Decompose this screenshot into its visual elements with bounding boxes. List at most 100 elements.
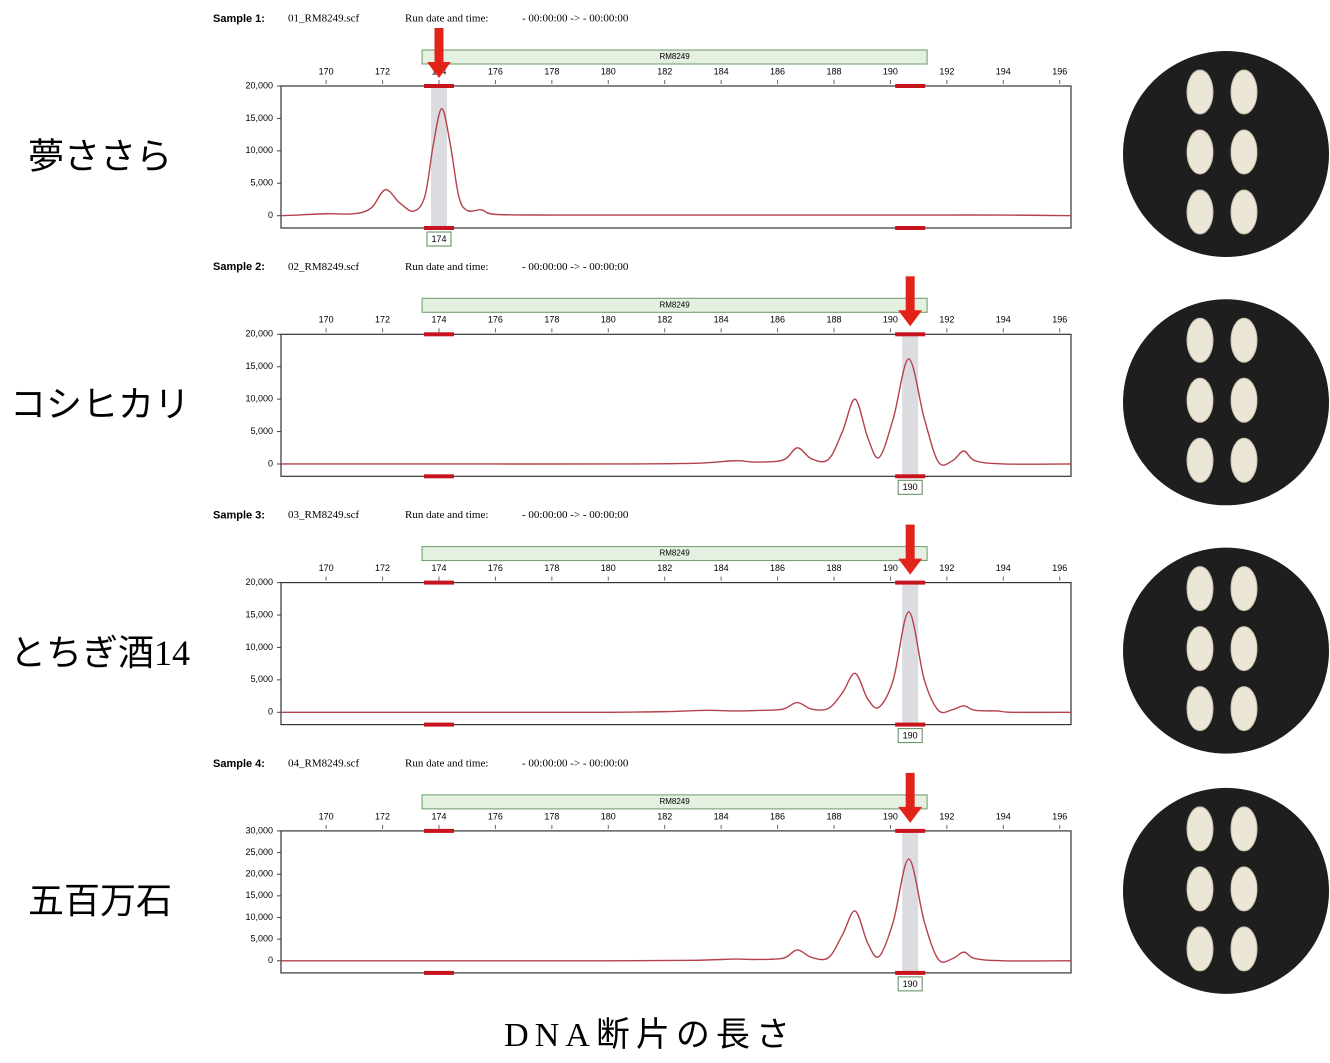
bin-bottom	[895, 226, 925, 230]
bin-bottom	[424, 723, 454, 727]
bin-top	[424, 581, 454, 585]
x-tick-label: 186	[770, 563, 785, 573]
x-tick-label: 172	[375, 563, 390, 573]
arrow-shaft	[906, 276, 915, 312]
run-label: Run date and time:	[405, 757, 488, 769]
rice-grain	[1187, 318, 1213, 362]
y-tick-label: 0	[268, 707, 273, 717]
x-tick-label: 178	[544, 315, 559, 325]
x-tick-label: 194	[996, 315, 1011, 325]
y-tick-label: 5,000	[250, 426, 273, 436]
x-tick-label: 184	[714, 66, 729, 76]
bin-bottom	[895, 723, 925, 727]
rice-grain	[1231, 567, 1257, 611]
rice-grain	[1231, 378, 1257, 422]
y-tick-label: 5,000	[250, 674, 273, 684]
x-tick-label: 188	[826, 66, 841, 76]
x-tick-label: 170	[319, 811, 334, 821]
trace	[281, 612, 1071, 713]
plot-frame	[281, 86, 1071, 228]
x-tick-label: 174	[431, 811, 446, 821]
y-tick-label: 10,000	[245, 145, 273, 155]
rice-grain	[1231, 687, 1257, 731]
peak-label: 190	[903, 730, 918, 740]
y-tick-label: 15,000	[245, 890, 273, 900]
peak-band	[902, 334, 918, 476]
x-tick-label: 178	[544, 66, 559, 76]
rice-grain	[1231, 927, 1257, 971]
marker-label: RM8249	[659, 549, 690, 558]
y-tick-label: 5,000	[250, 178, 273, 188]
bin-top	[895, 332, 925, 336]
rice-grain	[1187, 627, 1213, 671]
bin-top	[895, 581, 925, 585]
y-tick-label: 20,000	[245, 329, 273, 339]
rice-grain	[1187, 807, 1213, 851]
x-tick-label: 186	[770, 66, 785, 76]
rice-grain	[1187, 438, 1213, 482]
trace	[281, 359, 1071, 465]
x-tick-label: 176	[488, 811, 503, 821]
x-tick-label: 178	[544, 563, 559, 573]
x-axis-title: DNA断片の長さ	[504, 1016, 796, 1054]
y-tick-label: 10,000	[245, 912, 273, 922]
arrow-head	[898, 559, 922, 575]
rice-grain	[1187, 130, 1213, 174]
bin-top	[895, 829, 925, 833]
x-tick-label: 172	[375, 66, 390, 76]
variety-name: コシヒカリ	[10, 385, 190, 425]
x-tick-label: 196	[1052, 315, 1067, 325]
variety-name: 五百万石	[28, 881, 172, 921]
rice-grain	[1231, 807, 1257, 851]
bin-bottom	[424, 971, 454, 975]
plot-frame	[281, 583, 1071, 725]
x-tick-label: 182	[657, 811, 672, 821]
rice-grain	[1231, 70, 1257, 114]
plot-frame	[281, 334, 1071, 476]
y-tick-label: 20,000	[245, 869, 273, 879]
x-tick-label: 196	[1052, 563, 1067, 573]
x-tick-label: 172	[375, 315, 390, 325]
x-tick-label: 190	[883, 811, 898, 821]
x-tick-label: 180	[601, 811, 616, 821]
x-tick-label: 176	[488, 563, 503, 573]
rice-grain	[1187, 567, 1213, 611]
rice-grain	[1187, 927, 1213, 971]
x-tick-label: 196	[1052, 66, 1067, 76]
variety-name: とちぎ酒14	[10, 633, 190, 673]
y-tick-label: 25,000	[245, 847, 273, 857]
marker-label: RM8249	[659, 52, 690, 61]
arrow-shaft	[906, 773, 915, 809]
rice-grain	[1231, 867, 1257, 911]
x-tick-label: 180	[601, 563, 616, 573]
x-tick-label: 186	[770, 811, 785, 821]
x-tick-label: 180	[601, 66, 616, 76]
x-tick-label: 182	[657, 563, 672, 573]
rice-grain	[1187, 190, 1213, 234]
x-tick-label: 172	[375, 811, 390, 821]
x-tick-label: 180	[601, 315, 616, 325]
arrow-head	[898, 310, 922, 326]
arrow-shaft	[435, 28, 444, 64]
x-tick-label: 192	[939, 563, 954, 573]
y-tick-label: 15,000	[245, 609, 273, 619]
x-tick-label: 184	[714, 811, 729, 821]
x-tick-label: 188	[826, 563, 841, 573]
y-tick-label: 30,000	[245, 825, 273, 835]
x-tick-label: 178	[544, 811, 559, 821]
arrow-head	[898, 807, 922, 823]
x-tick-label: 176	[488, 315, 503, 325]
rice-grain	[1231, 190, 1257, 234]
x-tick-label: 186	[770, 315, 785, 325]
x-tick-label: 176	[488, 66, 503, 76]
rice-grain	[1231, 438, 1257, 482]
peak-label: 174	[431, 234, 446, 244]
x-tick-label: 192	[939, 315, 954, 325]
x-tick-label: 190	[883, 563, 898, 573]
run-value: - 00:00:00 -> - 00:00:00	[522, 261, 629, 273]
run-value: - 00:00:00 -> - 00:00:00	[522, 13, 629, 25]
rice-photo	[1123, 299, 1329, 505]
rice-grain	[1231, 318, 1257, 362]
plot-frame	[281, 831, 1071, 973]
sample-label: Sample 2:	[213, 261, 265, 273]
